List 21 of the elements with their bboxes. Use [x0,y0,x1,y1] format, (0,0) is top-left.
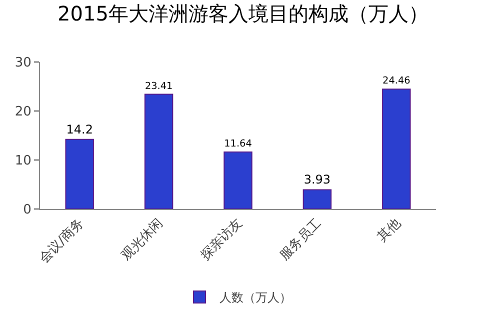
y-tick-label: 30 [14,56,32,71]
x-tick-label: 服务员工 [277,216,325,264]
x-tick-label: 探亲访友 [197,215,246,264]
data-label: 11.64 [224,138,252,150]
y-tick-label: 10 [14,154,32,169]
bar [224,151,252,209]
x-tick-label: 其他 [374,216,404,245]
y-tick-label: 20 [14,104,32,120]
data-label: 3.93 [304,172,331,187]
chart-title: 2015年大洋洲游客入境目的构成（万人） [58,1,428,26]
data-label: 24.46 [382,76,410,87]
bar [144,94,174,209]
legend-label: 人数（万人） [220,290,292,305]
x-tick-label: 观光休闲 [118,216,166,264]
bar [65,138,94,209]
x-tick-label: 会议/商务 [36,216,88,266]
data-label: 14.2 [66,122,93,136]
y-tick-label: 0 [23,202,32,218]
data-label: 23.41 [144,80,173,92]
bar [382,88,411,209]
bar [302,189,332,209]
